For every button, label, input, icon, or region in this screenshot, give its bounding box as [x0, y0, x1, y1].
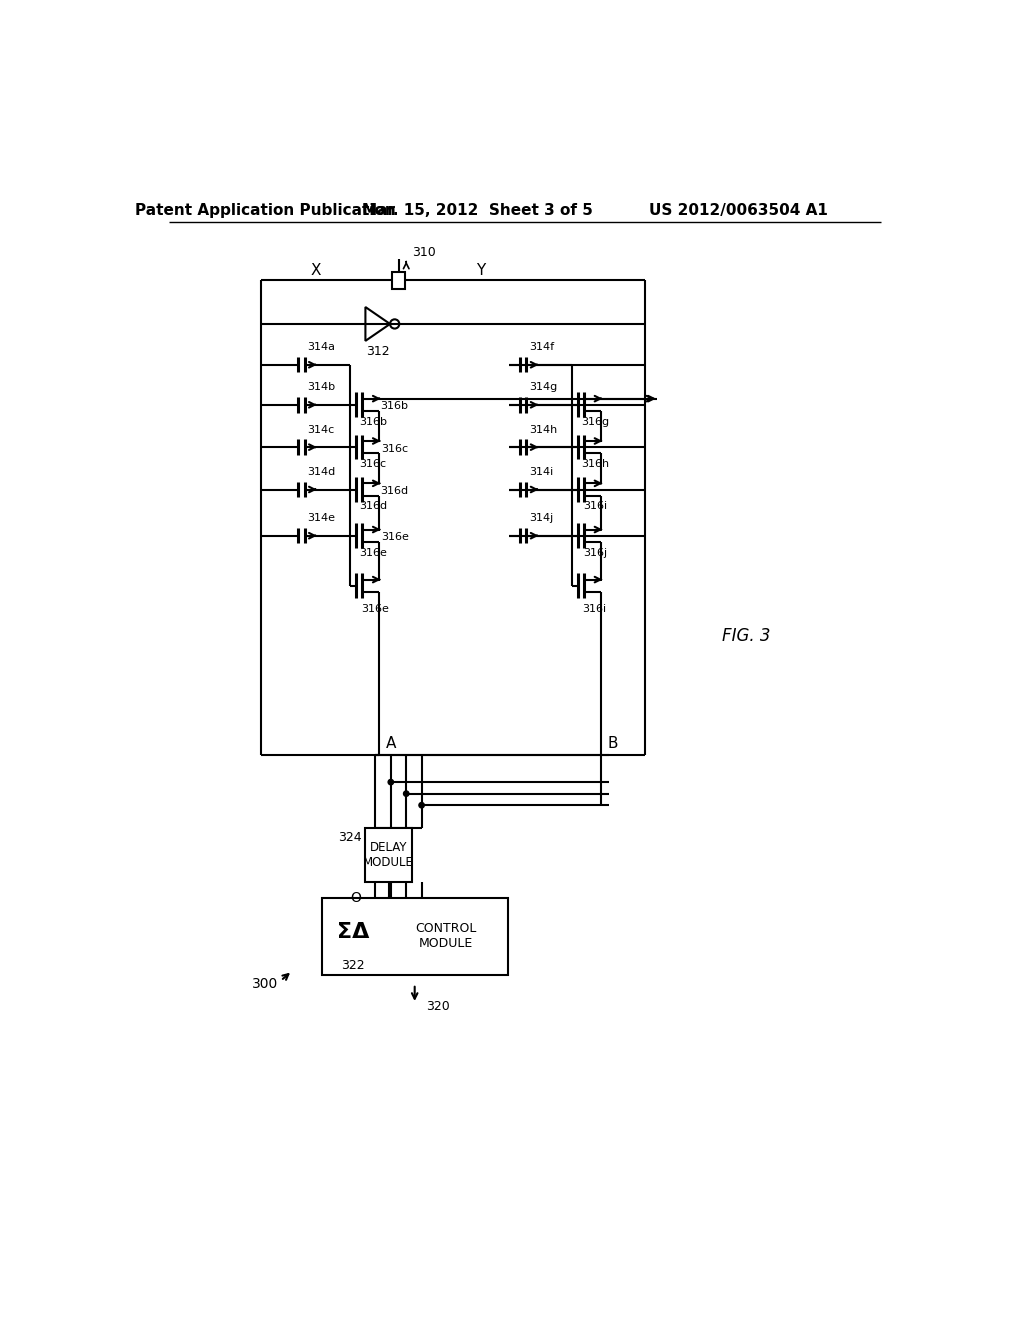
Text: 310: 310	[413, 246, 436, 259]
Text: 322: 322	[341, 958, 365, 972]
Text: 314e: 314e	[307, 513, 336, 524]
Text: 316j: 316j	[583, 548, 607, 557]
Text: X: X	[310, 263, 321, 279]
Text: Y: Y	[476, 263, 485, 279]
Text: 314d: 314d	[307, 467, 336, 478]
Text: Mar. 15, 2012  Sheet 3 of 5: Mar. 15, 2012 Sheet 3 of 5	[361, 203, 593, 218]
Text: 316i: 316i	[583, 603, 606, 614]
Text: ΣΔ: ΣΔ	[337, 923, 370, 942]
Text: 314c: 314c	[307, 425, 335, 434]
Text: 320: 320	[426, 1001, 450, 1014]
Text: 314b: 314b	[307, 383, 336, 392]
Text: 316b: 316b	[359, 417, 387, 426]
Text: 316c: 316c	[381, 444, 409, 454]
Circle shape	[403, 791, 409, 796]
Text: O: O	[350, 891, 361, 904]
Text: 316g: 316g	[581, 417, 609, 426]
Circle shape	[388, 779, 393, 785]
Text: US 2012/0063504 A1: US 2012/0063504 A1	[649, 203, 828, 218]
Text: 316h: 316h	[581, 459, 609, 469]
Text: 316d: 316d	[381, 486, 409, 496]
Text: 314i: 314i	[529, 467, 554, 478]
Text: 316c: 316c	[359, 459, 387, 469]
Text: 314a: 314a	[307, 342, 336, 352]
Bar	[366, 829, 412, 882]
Text: B: B	[607, 737, 617, 751]
Text: 314j: 314j	[529, 513, 554, 524]
Text: 316e: 316e	[359, 548, 387, 557]
Text: DELAY
MODULE: DELAY MODULE	[364, 841, 414, 870]
Text: 312: 312	[366, 345, 389, 358]
Bar	[322, 898, 508, 974]
Text: 314f: 314f	[529, 342, 555, 352]
Text: 316b: 316b	[381, 401, 409, 412]
Text: CONTROL
MODULE: CONTROL MODULE	[416, 923, 477, 950]
Circle shape	[419, 803, 424, 808]
Text: 324: 324	[338, 832, 361, 843]
Text: Patent Application Publication: Patent Application Publication	[135, 203, 395, 218]
Text: 300: 300	[252, 977, 279, 991]
Text: 316e: 316e	[381, 532, 409, 543]
Text: 314g: 314g	[529, 383, 558, 392]
Text: 316d: 316d	[359, 502, 387, 511]
Text: 316e: 316e	[360, 603, 389, 614]
Text: FIG. 3: FIG. 3	[722, 627, 771, 644]
Text: 314h: 314h	[529, 425, 558, 434]
Text: A: A	[385, 737, 396, 751]
Text: 316i: 316i	[583, 502, 607, 511]
Bar	[391, 272, 406, 289]
